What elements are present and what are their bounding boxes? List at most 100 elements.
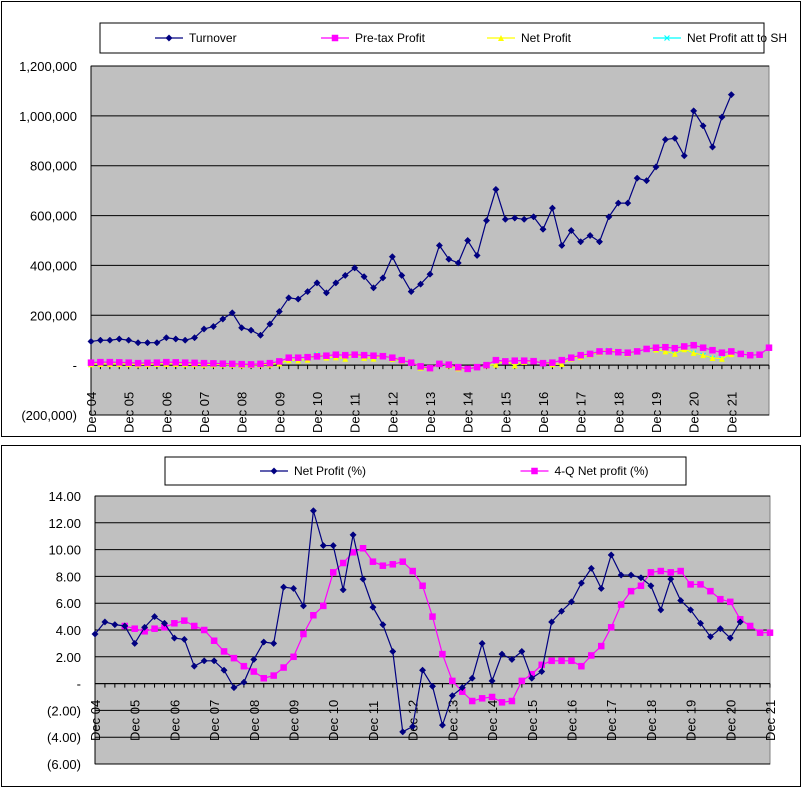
top-x-tick-label: Dec 06	[159, 392, 174, 433]
top-pre-tax-profit-point-52	[577, 351, 584, 359]
top-pre-tax-profit-point-23	[304, 353, 311, 361]
bottom-4-q-net-profit-point-30	[389, 561, 397, 568]
top-pre-tax-profit-point-64	[690, 341, 697, 349]
top-net-profit-point-legend	[498, 35, 504, 41]
top-y-tick-label: (200,000)	[21, 408, 77, 423]
bottom-x-tick-label: Dec 05	[128, 700, 143, 741]
bottom-4-q-net-profit-point-67	[756, 629, 764, 636]
top-turnover-point-16	[238, 324, 246, 332]
bottom-4-q-net-profit-point-52	[607, 624, 615, 631]
top-turnover-point-64	[690, 107, 698, 115]
bottom-y-tick-label: 12.00	[48, 516, 81, 531]
bottom-x-tick-label: Dec 13	[445, 700, 460, 741]
bottom-net-profit-point-4	[131, 639, 139, 647]
bottom-4-q-net-profit-point-16	[250, 668, 258, 675]
bottom-net-profit-point-32	[409, 722, 417, 731]
top-pre-tax-profit-point-22	[294, 354, 302, 361]
top-pre-tax-profit-point-37	[436, 360, 443, 368]
top-turnover-point-59	[643, 177, 651, 185]
top-pre-tax-profit-point-18	[257, 360, 264, 368]
bottom-4-q-net-profit-point-24	[329, 569, 337, 576]
bottom-4-q-net-profit-point-33	[419, 582, 426, 590]
bottom-4-q-net-profit-point-31	[399, 558, 406, 565]
bottom-4-q-net-profit-point-40	[488, 693, 496, 701]
bottom-y-tick-label: 14.00	[48, 489, 81, 504]
top-net-profit-point-50	[558, 360, 565, 367]
bottom-4-q-net-profit-point-54	[627, 587, 635, 595]
top-pre-tax-profit-point-1	[97, 358, 104, 366]
bottom-4-q-net-profit-point-42	[508, 697, 516, 705]
top-pre-tax-profit-point-10	[181, 359, 189, 366]
top-net-profit-att-to-sh-point-legend	[664, 35, 670, 41]
top-pre-tax-profit-point-31	[379, 352, 387, 360]
bottom-net-profit-point-48	[567, 598, 576, 606]
top-pre-tax-profit-point-55	[605, 348, 613, 355]
top-turnover-point-13	[209, 322, 217, 331]
top-x-tick-label: Dec 19	[649, 392, 664, 433]
top-turnover-point-39	[454, 259, 462, 267]
bottom-x-tick-label: Dec 11	[366, 701, 381, 741]
bottom-net-profit-point-legend	[270, 467, 278, 475]
top-y-tick-label: 800,000	[30, 159, 77, 174]
top-turnover-point-17	[247, 326, 255, 334]
bottom-net-profit-point-3	[121, 622, 129, 630]
top-turnover-point-52	[577, 238, 585, 246]
bottom-4-q-net-profit-point-29	[379, 562, 387, 569]
top-pre-tax-profit-point-57	[624, 349, 631, 356]
bottom-4-q-net-profit-legend-label: 4-Q Net profit (%)	[555, 464, 649, 478]
bottom-4-q-net-profit-point-10	[191, 622, 198, 630]
bottom-net-profit-point-31	[399, 728, 407, 736]
top-pre-tax-profit-point-69	[737, 350, 744, 358]
bottom-net-profit-point-10	[190, 662, 198, 670]
bottom-4-q-net-profit-point-13	[220, 648, 228, 655]
bottom-4-q-net-profit-point-64	[727, 598, 734, 606]
bottom-4-q-net-profit-series	[121, 545, 774, 706]
top-turnover-point-38	[445, 255, 453, 263]
top-turnover-point-60	[652, 163, 660, 171]
top-pre-tax-profit-point-16	[238, 360, 245, 368]
bottom-net-profit-point-61	[696, 619, 705, 627]
bottom-net-profit-point-57	[657, 606, 665, 614]
top-turnover-point-58	[633, 174, 641, 182]
top-turnover-point-6	[143, 339, 152, 347]
top-turnover-point-22	[294, 295, 302, 303]
bottom-net-profit-point-20	[289, 584, 298, 593]
top-pre-tax-profit-point-63	[681, 343, 688, 350]
top-net-profit-point-67	[718, 355, 725, 362]
top-turnover-point-56	[614, 199, 622, 207]
top-net-profit-point-43	[492, 361, 499, 368]
bottom-y-tick-label: 2.00	[56, 650, 81, 665]
bottom-net-profit-point-2	[111, 621, 119, 629]
top-pre-tax-profit-point-24	[313, 353, 321, 360]
top-turnover-point-54	[595, 238, 604, 246]
top-turnover-point-30	[369, 284, 378, 292]
top-turnover-point-1	[96, 336, 104, 344]
bottom-net-profit-point-24	[329, 542, 337, 550]
top-pre-tax-profit-point-19	[266, 359, 274, 367]
top-turnover-point-46	[520, 215, 528, 223]
top-pre-tax-profit-point-71	[756, 351, 763, 358]
bottom-4-q-net-profit-point-14	[230, 654, 238, 662]
top-turnover-point-62	[671, 134, 679, 142]
top-pre-tax-profit-point-8	[163, 358, 170, 366]
bottom-net-profit-point-39	[478, 639, 486, 647]
top-turnover-point-5	[134, 339, 142, 347]
bottom-net-profit-point-59	[677, 596, 685, 605]
bottom-4-q-net-profit-point-38	[468, 697, 476, 705]
bottom-y-tick-label: (2.00)	[47, 703, 81, 718]
bottom-net-profit-point-22	[309, 507, 317, 515]
top-net-profit-att-to-sh-legend-item: Net Profit att to SH	[653, 31, 787, 45]
bottom-legend: Net Profit (%) 4-Q Net profit (%)	[164, 456, 687, 486]
bottom-4-q-net-profit-point-62	[707, 587, 714, 595]
bottom-y-tick-label: (4.00)	[47, 730, 81, 745]
top-turnover-point-10	[181, 336, 189, 344]
bottom-x-tick-label: Dec 16	[564, 700, 579, 741]
bottom-4-q-net-profit-point-55	[637, 582, 645, 590]
top-x-tick-label: Dec 11	[348, 393, 363, 433]
top-pre-tax-profit-point-4	[125, 359, 132, 366]
bottom-net-profit-point-58	[667, 575, 675, 583]
top-y-tick-label: 400,000	[30, 258, 77, 273]
top-pre-tax-profit-point-54	[596, 348, 603, 355]
bottom-4-q-net-profit-point-57	[657, 567, 665, 575]
top-pre-tax-profit-legend-item: Pre-tax Profit	[321, 31, 426, 45]
